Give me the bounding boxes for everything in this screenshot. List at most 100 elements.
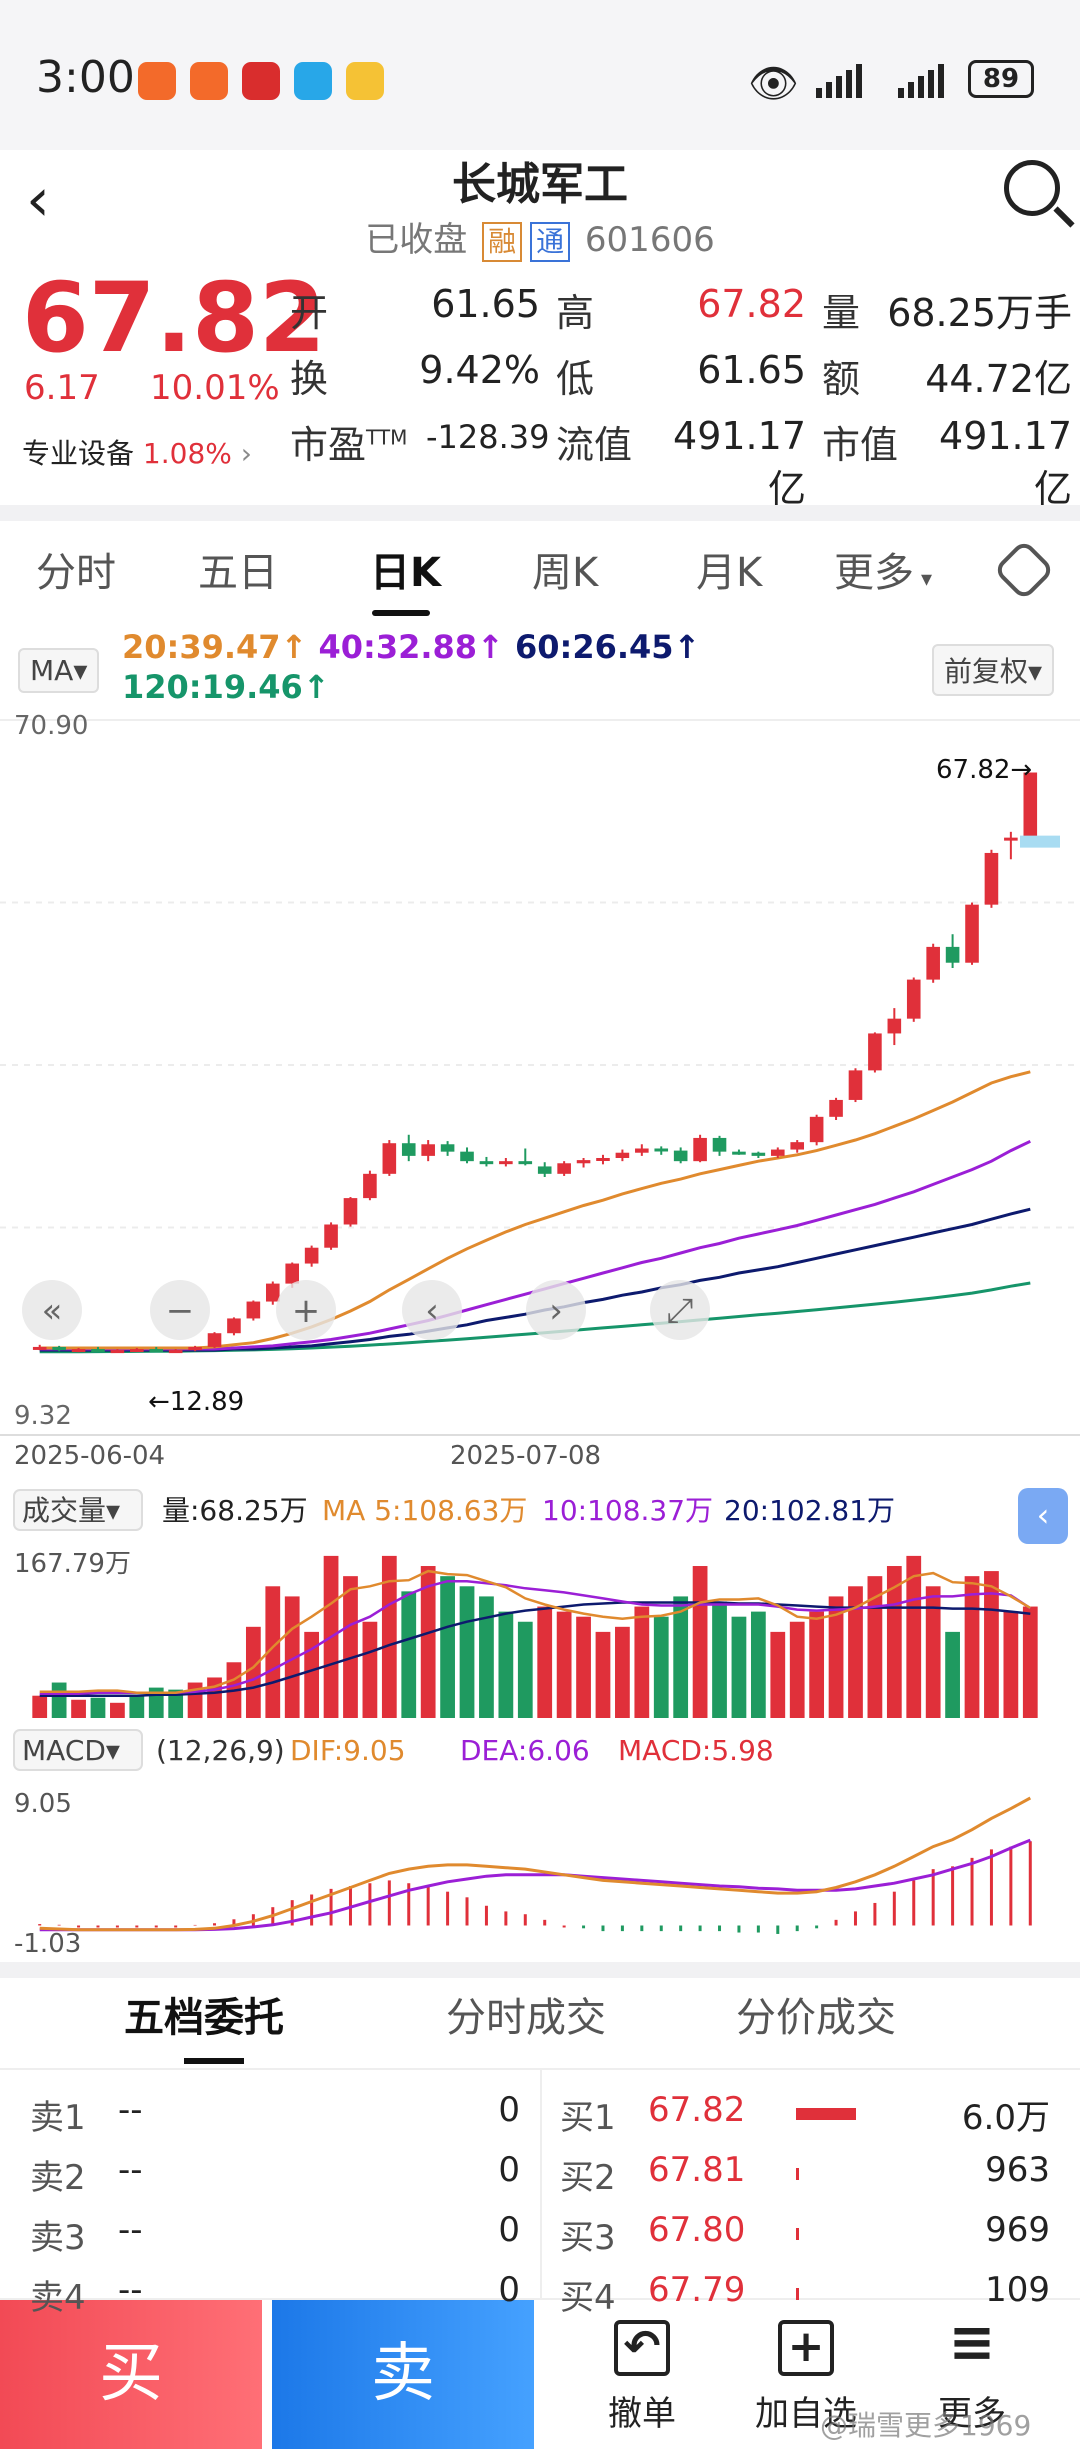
- volume-bar: [1022, 1606, 1038, 1718]
- collapse-button[interactable]: [1018, 1488, 1068, 1544]
- tab-intraday[interactable]: 分时: [36, 550, 116, 596]
- sell-button[interactable]: 卖: [272, 2300, 534, 2449]
- candle-body: [596, 1157, 610, 1161]
- adjust-selector[interactable]: 前复权▾: [932, 644, 1055, 696]
- buy-order-row: 买1 67.82 6.0万: [560, 2090, 1050, 2140]
- volume-bar: [265, 1586, 281, 1718]
- order-label: 卖1: [30, 2098, 86, 2138]
- tab-tick-trades[interactable]: 分时成交: [446, 1995, 606, 2041]
- weibo-notification-icon: [346, 62, 384, 100]
- candle-body: [693, 1137, 707, 1162]
- order-quantity: 6.0万: [961, 2098, 1050, 2138]
- candle-body: [906, 979, 921, 1019]
- candle-body: [848, 1070, 863, 1100]
- volume-bar: [479, 1596, 494, 1718]
- back-arrow-icon[interactable]: ‹: [26, 165, 50, 235]
- volume-selector[interactable]: [13, 1489, 143, 1531]
- order-label: 卖4: [30, 2278, 86, 2318]
- tab-price-trades[interactable]: 分价成交: [736, 1995, 896, 2041]
- app-notification-icon: [242, 62, 280, 100]
- menu-icon: ≡: [948, 2310, 996, 2375]
- chart-nav-button[interactable]: [650, 1280, 710, 1340]
- volume-bar: [731, 1616, 747, 1718]
- order-price: --: [118, 2270, 143, 2310]
- stock-chart[interactable]: 70.90 9.32 2025-06-04 2025-07-08 67.82→ ←12.8…: [0, 700, 1080, 1962]
- stock-code: 601606: [584, 220, 715, 260]
- price-change-percent: 10.01%: [150, 368, 280, 408]
- order-volume-bar: [796, 2108, 856, 2120]
- volume-ma10-line: [39, 1579, 1031, 1695]
- tab-daily-k[interactable]: 日K: [370, 550, 441, 596]
- chart-nav-button[interactable]: [150, 1280, 210, 1340]
- volume-bar: [615, 1626, 630, 1718]
- chart-nav-button[interactable]: [526, 1280, 586, 1340]
- pe-label: 市盈TTM: [290, 423, 408, 467]
- stock-title: 长城军工: [452, 159, 628, 210]
- tab-order-book[interactable]: 五档委托: [124, 1995, 284, 2041]
- chart-nav-button[interactable]: [276, 1280, 336, 1340]
- status-time: 3:00: [36, 52, 135, 103]
- candle-body: [518, 1161, 533, 1165]
- amount-label: 额: [822, 357, 861, 401]
- tab-more[interactable]: 更多 ▾: [834, 550, 933, 596]
- chart-nav-icon: ⤢: [666, 1291, 693, 1331]
- divider: [0, 2068, 1080, 2070]
- order-volume-bar: [796, 2168, 799, 2180]
- open-value: 61.65: [431, 282, 540, 326]
- buy-button[interactable]: 买: [0, 2300, 262, 2449]
- candle-body: [149, 1349, 164, 1353]
- candle-body: [382, 1143, 397, 1174]
- volume-value: 68.25万手: [887, 291, 1072, 335]
- order-label: 卖3: [30, 2218, 86, 2258]
- volume-bar: [750, 1611, 766, 1718]
- tab-weekly-k[interactable]: 周K: [532, 550, 599, 596]
- macd-min-label: -1.03: [14, 1929, 81, 1959]
- candle-body: [32, 1346, 47, 1350]
- chart-nav-button[interactable]: [22, 1280, 82, 1340]
- buy-order-row: 买3 67.80 969: [560, 2210, 1050, 2260]
- volume-bar: [304, 1631, 320, 1718]
- tab-monthly-k[interactable]: 月K: [696, 550, 763, 596]
- volume-bar: [964, 1576, 980, 1718]
- chart-nav-icon: −: [166, 1291, 195, 1331]
- chart-nav-button[interactable]: [402, 1280, 462, 1340]
- market-status: 已收盘: [365, 220, 468, 260]
- candle-body: [499, 1161, 513, 1165]
- tab-five-day[interactable]: 五日: [198, 550, 278, 596]
- open-label: 开: [290, 291, 329, 335]
- candle-body: [91, 1349, 105, 1353]
- ma120-value: 120:19.46↑: [122, 668, 330, 706]
- more-button[interactable]: ≡ 更多: [938, 2310, 1006, 2435]
- sector-link[interactable]: 专业设备 1.08% ›: [22, 432, 252, 472]
- chart-nav-icon: ‹: [425, 1291, 439, 1331]
- volume-bar: [498, 1611, 514, 1718]
- candle-body: [1004, 837, 1018, 841]
- order-price: --: [118, 2090, 143, 2130]
- stock-subtitle: 已收盘 融通 601606: [0, 212, 1080, 262]
- eye-icon: 👁: [748, 61, 799, 107]
- search-icon[interactable]: [1004, 160, 1060, 216]
- active-tab-indicator: [372, 610, 430, 616]
- cancel-order-button[interactable]: ↶ 撤单: [608, 2320, 676, 2434]
- volume-bar: [168, 1689, 184, 1718]
- sell-order-row: 卖2 -- 0: [30, 2150, 520, 2200]
- order-price: --: [118, 2210, 143, 2250]
- app-notification-icon: [190, 62, 228, 100]
- volume-bar: [556, 1611, 572, 1718]
- macd-selector[interactable]: [13, 1729, 143, 1771]
- price-marker: [1020, 835, 1060, 848]
- high-value: 67.82: [697, 282, 806, 326]
- volume-bar: [848, 1586, 863, 1718]
- chevron-right-icon: ›: [240, 437, 252, 470]
- add-watchlist-button[interactable]: + 加自选: [755, 2320, 857, 2434]
- sector-percent: 1.08%: [142, 437, 232, 470]
- low-value: 61.65: [697, 348, 806, 392]
- settings-icon[interactable]: [992, 538, 1056, 602]
- candle-body: [654, 1148, 669, 1152]
- candle-body: [712, 1137, 727, 1152]
- volume-bar: [867, 1576, 883, 1718]
- candle-body: [207, 1333, 222, 1347]
- indicator-selector[interactable]: MA▾: [18, 648, 100, 693]
- volume-bar: [1003, 1611, 1019, 1718]
- volume-bar: [906, 1555, 922, 1718]
